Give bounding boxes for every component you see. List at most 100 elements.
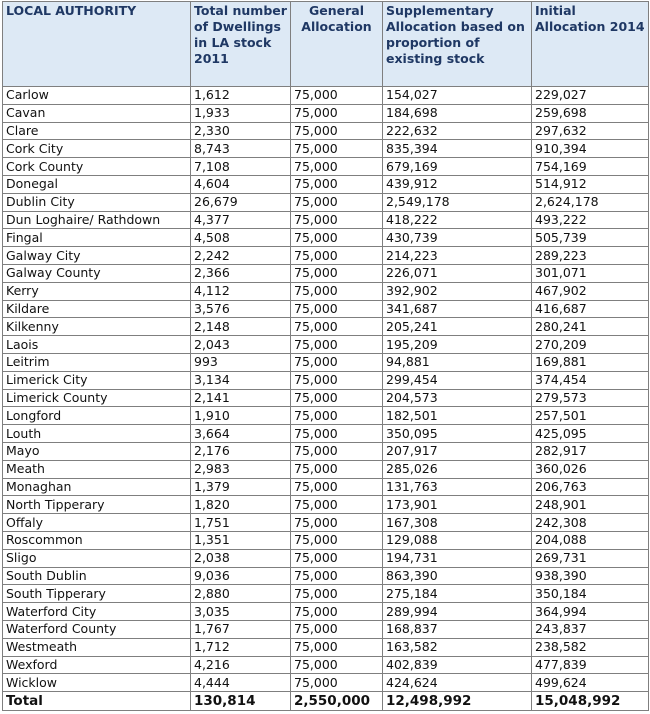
cell-supplementary-allocation: 350,095 [382, 424, 532, 443]
table-row: Galway County 2,366 75,000 226,071 301,071 [2, 263, 649, 283]
cell-dwellings: 3,576 [190, 299, 291, 319]
cell-local-authority: Waterford City [2, 602, 191, 621]
cell-local-authority: Louth [2, 424, 191, 443]
cell-supplementary-allocation: 182,501 [382, 406, 532, 426]
cell-supplementary-allocation: 299,454 [382, 370, 532, 390]
cell-local-authority: Fingal [2, 228, 191, 248]
table-footer: Total 130,814 2,550,000 12,498,992 15,04… [2, 691, 649, 712]
cell-initial-allocation: 493,222 [531, 210, 649, 230]
cell-general-allocation: 75,000 [290, 335, 383, 354]
cell-dwellings: 2,983 [190, 459, 291, 479]
cell-dwellings: 1,910 [190, 406, 291, 426]
cell-initial-allocation: 2,624,178 [531, 192, 649, 212]
total-general-allocation: 2,550,000 [290, 691, 383, 712]
cell-local-authority: Sligo [2, 548, 191, 568]
cell-dwellings: 1,379 [190, 477, 291, 497]
cell-general-allocation: 75,000 [290, 352, 383, 372]
total-label: Total [2, 691, 191, 712]
cell-general-allocation: 75,000 [290, 210, 383, 230]
cell-local-authority: South Tipperary [2, 584, 191, 604]
cell-local-authority: Dun Loghaire/ Rathdown [2, 210, 191, 230]
cell-general-allocation: 75,000 [290, 370, 383, 390]
cell-general-allocation: 75,000 [290, 246, 383, 265]
table-row: Monaghan 1,379 75,000 131,763 206,763 [2, 477, 649, 497]
cell-initial-allocation: 514,912 [531, 174, 649, 194]
cell-initial-allocation: 169,881 [531, 352, 649, 372]
cell-initial-allocation: 242,308 [531, 513, 649, 532]
cell-supplementary-allocation: 285,026 [382, 459, 532, 479]
cell-initial-allocation: 499,624 [531, 673, 649, 693]
total-supplementary-allocation: 12,498,992 [382, 691, 532, 712]
cell-dwellings: 1,933 [190, 103, 291, 123]
cell-dwellings: 3,134 [190, 370, 291, 390]
header-row: LOCAL AUTHORITY Total number of Dwelling… [2, 1, 649, 87]
cell-dwellings: 4,604 [190, 174, 291, 194]
table-row: Leitrim 993 75,000 94,881 169,881 [2, 352, 649, 372]
table-row: Carlow 1,612 75,000 154,027 229,027 [2, 86, 649, 105]
table-row: Clare 2,330 75,000 222,632 297,632 [2, 121, 649, 141]
table-row: Dublin City 26,679 75,000 2,549,178 2,624,17… [2, 192, 649, 212]
table-row: South Tipperary 2,880 75,000 275,184 350,184 [2, 584, 649, 604]
table-body: Carlow 1,612 75,000 154,027 229,027 Cavan 1,93… [2, 86, 649, 693]
cell-dwellings: 2,043 [190, 335, 291, 354]
cell-local-authority: South Dublin [2, 566, 191, 586]
cell-dwellings: 2,330 [190, 121, 291, 141]
cell-dwellings: 2,038 [190, 548, 291, 568]
cell-supplementary-allocation: 154,027 [382, 86, 532, 105]
cell-initial-allocation: 425,095 [531, 424, 649, 443]
cell-general-allocation: 75,000 [290, 299, 383, 319]
cell-initial-allocation: 279,573 [531, 388, 649, 408]
cell-initial-allocation: 229,027 [531, 86, 649, 105]
cell-local-authority: Westmeath [2, 637, 191, 657]
cell-general-allocation: 75,000 [290, 477, 383, 497]
cell-general-allocation: 75,000 [290, 139, 383, 159]
cell-general-allocation: 75,000 [290, 228, 383, 248]
cell-general-allocation: 75,000 [290, 406, 383, 426]
cell-supplementary-allocation: 289,994 [382, 602, 532, 621]
cell-local-authority: Offaly [2, 513, 191, 532]
cell-initial-allocation: 374,454 [531, 370, 649, 390]
cell-dwellings: 2,242 [190, 246, 291, 265]
cell-dwellings: 4,377 [190, 210, 291, 230]
table-row: Kilkenny 2,148 75,000 205,241 280,241 [2, 317, 649, 337]
cell-supplementary-allocation: 430,739 [382, 228, 532, 248]
cell-initial-allocation: 910,394 [531, 139, 649, 159]
cell-initial-allocation: 270,209 [531, 335, 649, 354]
cell-supplementary-allocation: 163,582 [382, 637, 532, 657]
total-row: Total 130,814 2,550,000 12,498,992 15,04… [2, 691, 649, 712]
table-row: Meath 2,983 75,000 285,026 360,026 [2, 459, 649, 479]
cell-general-allocation: 75,000 [290, 317, 383, 337]
cell-general-allocation: 75,000 [290, 513, 383, 532]
cell-supplementary-allocation: 226,071 [382, 263, 532, 283]
cell-dwellings: 993 [190, 352, 291, 372]
cell-general-allocation: 75,000 [290, 424, 383, 443]
cell-supplementary-allocation: 863,390 [382, 566, 532, 586]
cell-local-authority: Mayo [2, 441, 191, 461]
cell-general-allocation: 75,000 [290, 548, 383, 568]
cell-initial-allocation: 350,184 [531, 584, 649, 604]
cell-supplementary-allocation: 168,837 [382, 619, 532, 639]
cell-supplementary-allocation: 194,731 [382, 548, 532, 568]
cell-general-allocation: 75,000 [290, 86, 383, 105]
table-row: Donegal 4,604 75,000 439,912 514,912 [2, 174, 649, 194]
cell-dwellings: 1,351 [190, 530, 291, 550]
cell-local-authority: Roscommon [2, 530, 191, 550]
cell-dwellings: 26,679 [190, 192, 291, 212]
cell-local-authority: Waterford County [2, 619, 191, 639]
cell-dwellings: 2,176 [190, 441, 291, 461]
table-row: Limerick City 3,134 75,000 299,454 374,454 [2, 370, 649, 390]
cell-supplementary-allocation: 214,223 [382, 246, 532, 265]
cell-initial-allocation: 505,739 [531, 228, 649, 248]
cell-general-allocation: 75,000 [290, 566, 383, 586]
cell-dwellings: 1,820 [190, 495, 291, 515]
cell-local-authority: Kerry [2, 281, 191, 301]
header-initial-allocation: Initial Allocation 2014 [531, 1, 649, 87]
cell-general-allocation: 75,000 [290, 619, 383, 639]
cell-dwellings: 2,366 [190, 263, 291, 283]
cell-supplementary-allocation: 131,763 [382, 477, 532, 497]
cell-initial-allocation: 938,390 [531, 566, 649, 586]
cell-initial-allocation: 259,698 [531, 103, 649, 123]
cell-general-allocation: 75,000 [290, 584, 383, 604]
cell-local-authority: Kilkenny [2, 317, 191, 337]
table-row: Waterford County 1,767 75,000 168,837 243,83… [2, 619, 649, 639]
